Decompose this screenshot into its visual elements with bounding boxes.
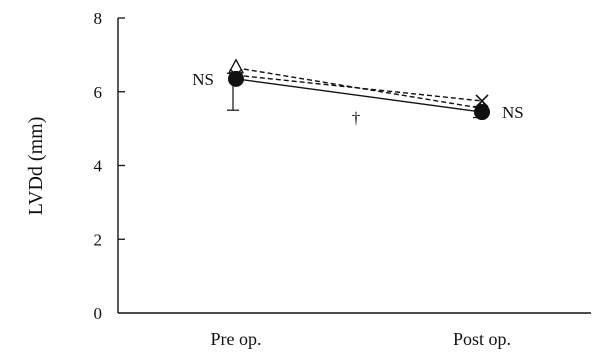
- y-tick-label: 2: [94, 230, 103, 249]
- cross-marker: [475, 94, 489, 108]
- annotations: NS NS †: [192, 70, 523, 128]
- annotation-label: NS: [502, 103, 524, 122]
- y-tick-label: 4: [94, 157, 103, 176]
- x-categories: Pre op. Post op.: [211, 329, 512, 349]
- circle-marker: [474, 104, 490, 121]
- y-tick-label: 8: [94, 9, 103, 28]
- plot-area: [117, 18, 591, 314]
- annotation-label: NS: [192, 70, 214, 89]
- series-layer: [227, 58, 491, 121]
- y-axis-label: LVDd (mm): [25, 117, 47, 216]
- series-line: [235, 74, 483, 102]
- x-category-label: Pre op.: [211, 329, 262, 349]
- y-tick-label: 0: [94, 304, 103, 323]
- y-tick-label: 6: [94, 83, 103, 102]
- series-2: [229, 68, 489, 108]
- series-3: [227, 70, 490, 121]
- circle-marker: [228, 70, 244, 87]
- series-1: [227, 58, 491, 114]
- annotation-label: †: [352, 109, 361, 128]
- y-ticks: 0 2 4 6 8: [94, 9, 125, 323]
- series-line: [235, 78, 483, 113]
- x-category-label: Post op.: [453, 329, 511, 349]
